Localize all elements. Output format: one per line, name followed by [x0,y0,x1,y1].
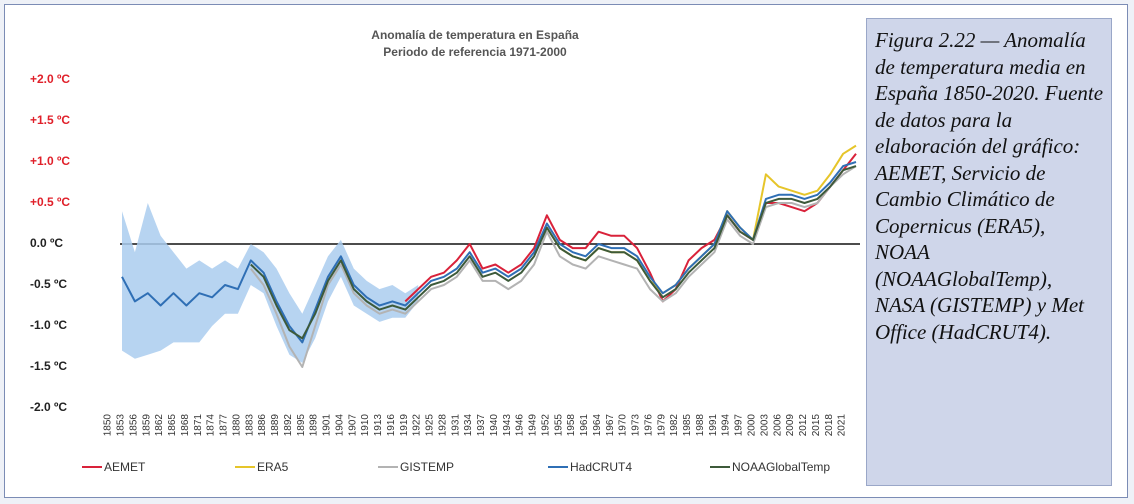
x-tick-label: 2006 [772,414,783,437]
x-tick-label: 1967 [605,414,616,437]
y-tick-label: 0.0 ºC [30,236,63,250]
y-tick-label: +2.0 ºC [30,72,70,86]
x-tick-label: 1907 [347,414,358,437]
x-tick-label: 1859 [141,414,152,437]
y-tick-label: +0.5 ºC [30,195,70,209]
x-tick-label: 2009 [785,414,796,437]
series-line [404,153,857,303]
x-tick-label: 1892 [283,414,294,437]
x-tick-label: 1952 [540,414,551,437]
caption: Figura 2.22 — Anomalía de temperatura me… [866,18,1112,486]
x-tick-label: 1991 [708,414,719,437]
x-tick-label: 1997 [734,414,745,437]
x-tick-label: 1988 [695,414,706,437]
x-tick-label: 2015 [811,414,822,437]
legend-label: HadCRUT4 [570,460,632,474]
y-tick-label: -0.5 ºC [30,277,67,291]
x-tick-label: 2003 [759,414,770,437]
y-tick-label: -2.0 ºC [30,400,67,414]
x-tick-label: 1961 [579,414,590,437]
x-tick-label: 1898 [309,414,320,437]
legend-label: ERA5 [257,460,289,474]
x-tick-label: 1922 [412,414,423,437]
x-tick-label: 1889 [270,414,281,437]
series-line [121,161,857,344]
x-tick-label: 1973 [631,414,642,437]
x-tick-label: 1880 [231,414,242,437]
chart-subtitle: Periodo de referencia 1971-2000 [383,45,567,59]
x-tick-label: 1916 [386,414,397,437]
y-tick-label: -1.0 ºC [30,318,67,332]
legend-label: GISTEMP [400,460,454,474]
x-tick-label: 1946 [515,414,526,437]
x-tick-label: 1976 [643,414,654,437]
x-tick-label: 2018 [824,414,835,437]
x-tick-label: 1865 [167,414,178,437]
series-line [250,165,857,340]
legend-label: AEMET [104,460,146,474]
x-tick-label: 2000 [747,414,758,437]
legend-label: NOAAGlobalTemp [732,460,830,474]
x-tick-label: 1982 [669,414,680,437]
x-tick-label: 1904 [334,414,345,437]
x-tick-label: 1949 [528,414,539,437]
x-tick-label: 1970 [618,414,629,437]
x-tick-label: 2021 [837,414,848,437]
x-tick-label: 1850 [103,414,114,437]
x-tick-label: 1856 [128,414,139,437]
series-line [546,144,857,295]
x-tick-label: 1943 [502,414,513,437]
x-tick-label: 1925 [425,414,436,437]
series-line [250,165,857,368]
x-tick-label: 1862 [154,414,165,437]
y-tick-label: +1.5 ºC [30,113,70,127]
x-tick-label: 1958 [566,414,577,437]
x-tick-label: 2012 [798,414,809,437]
x-tick-label: 1937 [476,414,487,437]
x-tick-label: 1877 [219,414,230,437]
y-tick-label: -1.5 ºC [30,359,67,373]
y-tick-label: +1.0 ºC [30,154,70,168]
x-tick-label: 1913 [373,414,384,437]
chart-title: Anomalía de temperatura en España [371,28,579,42]
x-tick-label: 1994 [721,414,732,437]
x-tick-label: 1940 [489,414,500,437]
x-tick-label: 1868 [180,414,191,437]
x-tick-label: 1919 [399,414,410,437]
x-tick-label: 1853 [116,414,127,437]
x-tick-label: 1955 [553,414,564,437]
x-tick-label: 1931 [450,414,461,437]
x-tick-label: 1886 [257,414,268,437]
x-tick-label: 1901 [322,414,333,437]
x-tick-label: 1910 [360,414,371,437]
x-tick-label: 1874 [206,414,217,437]
x-tick-label: 1964 [592,414,603,437]
chart: Anomalía de temperatura en España Period… [30,28,860,474]
x-tick-label: 1928 [437,414,448,437]
x-tick-label: 1985 [682,414,693,437]
x-tick-label: 1871 [193,414,204,437]
x-tick-label: 1979 [656,414,667,437]
x-tick-label: 1934 [463,414,474,437]
x-tick-label: 1895 [296,414,307,437]
x-tick-label: 1883 [244,414,255,437]
uncertainty-band [122,203,419,363]
